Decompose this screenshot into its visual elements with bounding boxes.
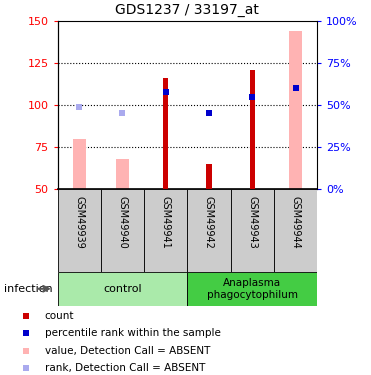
Bar (58, 272, 187, 306)
Bar (101, 189, 144, 272)
Bar (144, 189, 187, 272)
Text: infection: infection (4, 284, 52, 294)
Bar (274, 189, 317, 272)
Text: Anaplasma
phagocytophilum: Anaplasma phagocytophilum (207, 278, 298, 300)
Bar (73, 139, 86, 189)
Text: GSM49943: GSM49943 (247, 196, 257, 249)
Text: control: control (103, 284, 142, 294)
Title: GDS1237 / 33197_at: GDS1237 / 33197_at (115, 3, 259, 17)
Text: rank, Detection Call = ABSENT: rank, Detection Call = ABSENT (45, 363, 205, 373)
Text: value, Detection Call = ABSENT: value, Detection Call = ABSENT (45, 346, 210, 356)
Text: GSM49944: GSM49944 (290, 196, 301, 249)
Text: percentile rank within the sample: percentile rank within the sample (45, 328, 220, 338)
Bar (116, 159, 129, 189)
Bar (289, 31, 302, 189)
Bar (250, 70, 255, 189)
Bar (187, 272, 317, 306)
Text: GSM49940: GSM49940 (118, 196, 127, 249)
Text: GSM49942: GSM49942 (204, 196, 214, 249)
Bar (206, 164, 211, 189)
Text: GSM49941: GSM49941 (161, 196, 171, 249)
Bar (163, 78, 168, 189)
Text: count: count (45, 311, 74, 321)
Bar (231, 189, 274, 272)
Bar (58, 189, 101, 272)
Bar (187, 189, 231, 272)
Text: GSM49939: GSM49939 (74, 196, 84, 249)
